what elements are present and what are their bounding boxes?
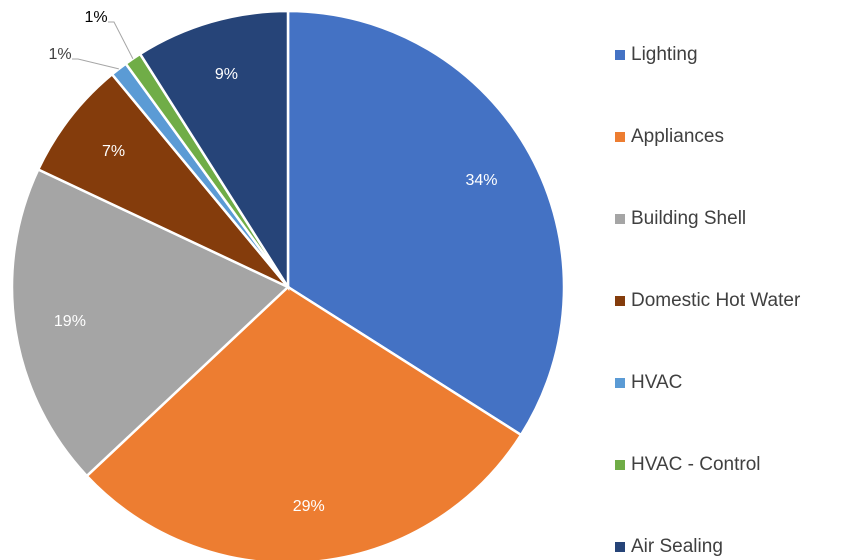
- legend-swatch: [615, 50, 625, 60]
- slice-label: 19%: [54, 313, 86, 330]
- legend-swatch: [615, 214, 625, 224]
- legend-swatch: [615, 296, 625, 306]
- pie-slice: [286, 9, 566, 437]
- legend-swatch: [615, 460, 625, 470]
- legend-swatch: [615, 132, 625, 142]
- pie-slice: [36, 72, 289, 289]
- slice-label: 1%: [84, 9, 107, 26]
- legend-label: Air Sealing: [631, 536, 723, 557]
- legend-label: HVAC: [631, 372, 682, 393]
- slice-label: 34%: [465, 172, 497, 189]
- slice-label: 29%: [293, 498, 325, 515]
- slice-label: 9%: [215, 66, 238, 83]
- legend-label: Domestic Hot Water: [631, 290, 801, 311]
- legend-label: Appliances: [631, 126, 724, 147]
- leader-line: [108, 21, 134, 59]
- legend-label: Lighting: [631, 44, 698, 65]
- slice-label: 1%: [48, 46, 71, 63]
- legend-swatch: [615, 378, 625, 388]
- pie-slice: [138, 9, 290, 292]
- slice-label: 7%: [102, 143, 125, 160]
- legend-swatch: [615, 542, 625, 552]
- leader-line: [72, 58, 119, 70]
- legend-label: Building Shell: [631, 208, 746, 229]
- pie-slice: [85, 285, 523, 560]
- legend-label: HVAC - Control: [631, 454, 761, 475]
- pie-slice: [10, 167, 291, 478]
